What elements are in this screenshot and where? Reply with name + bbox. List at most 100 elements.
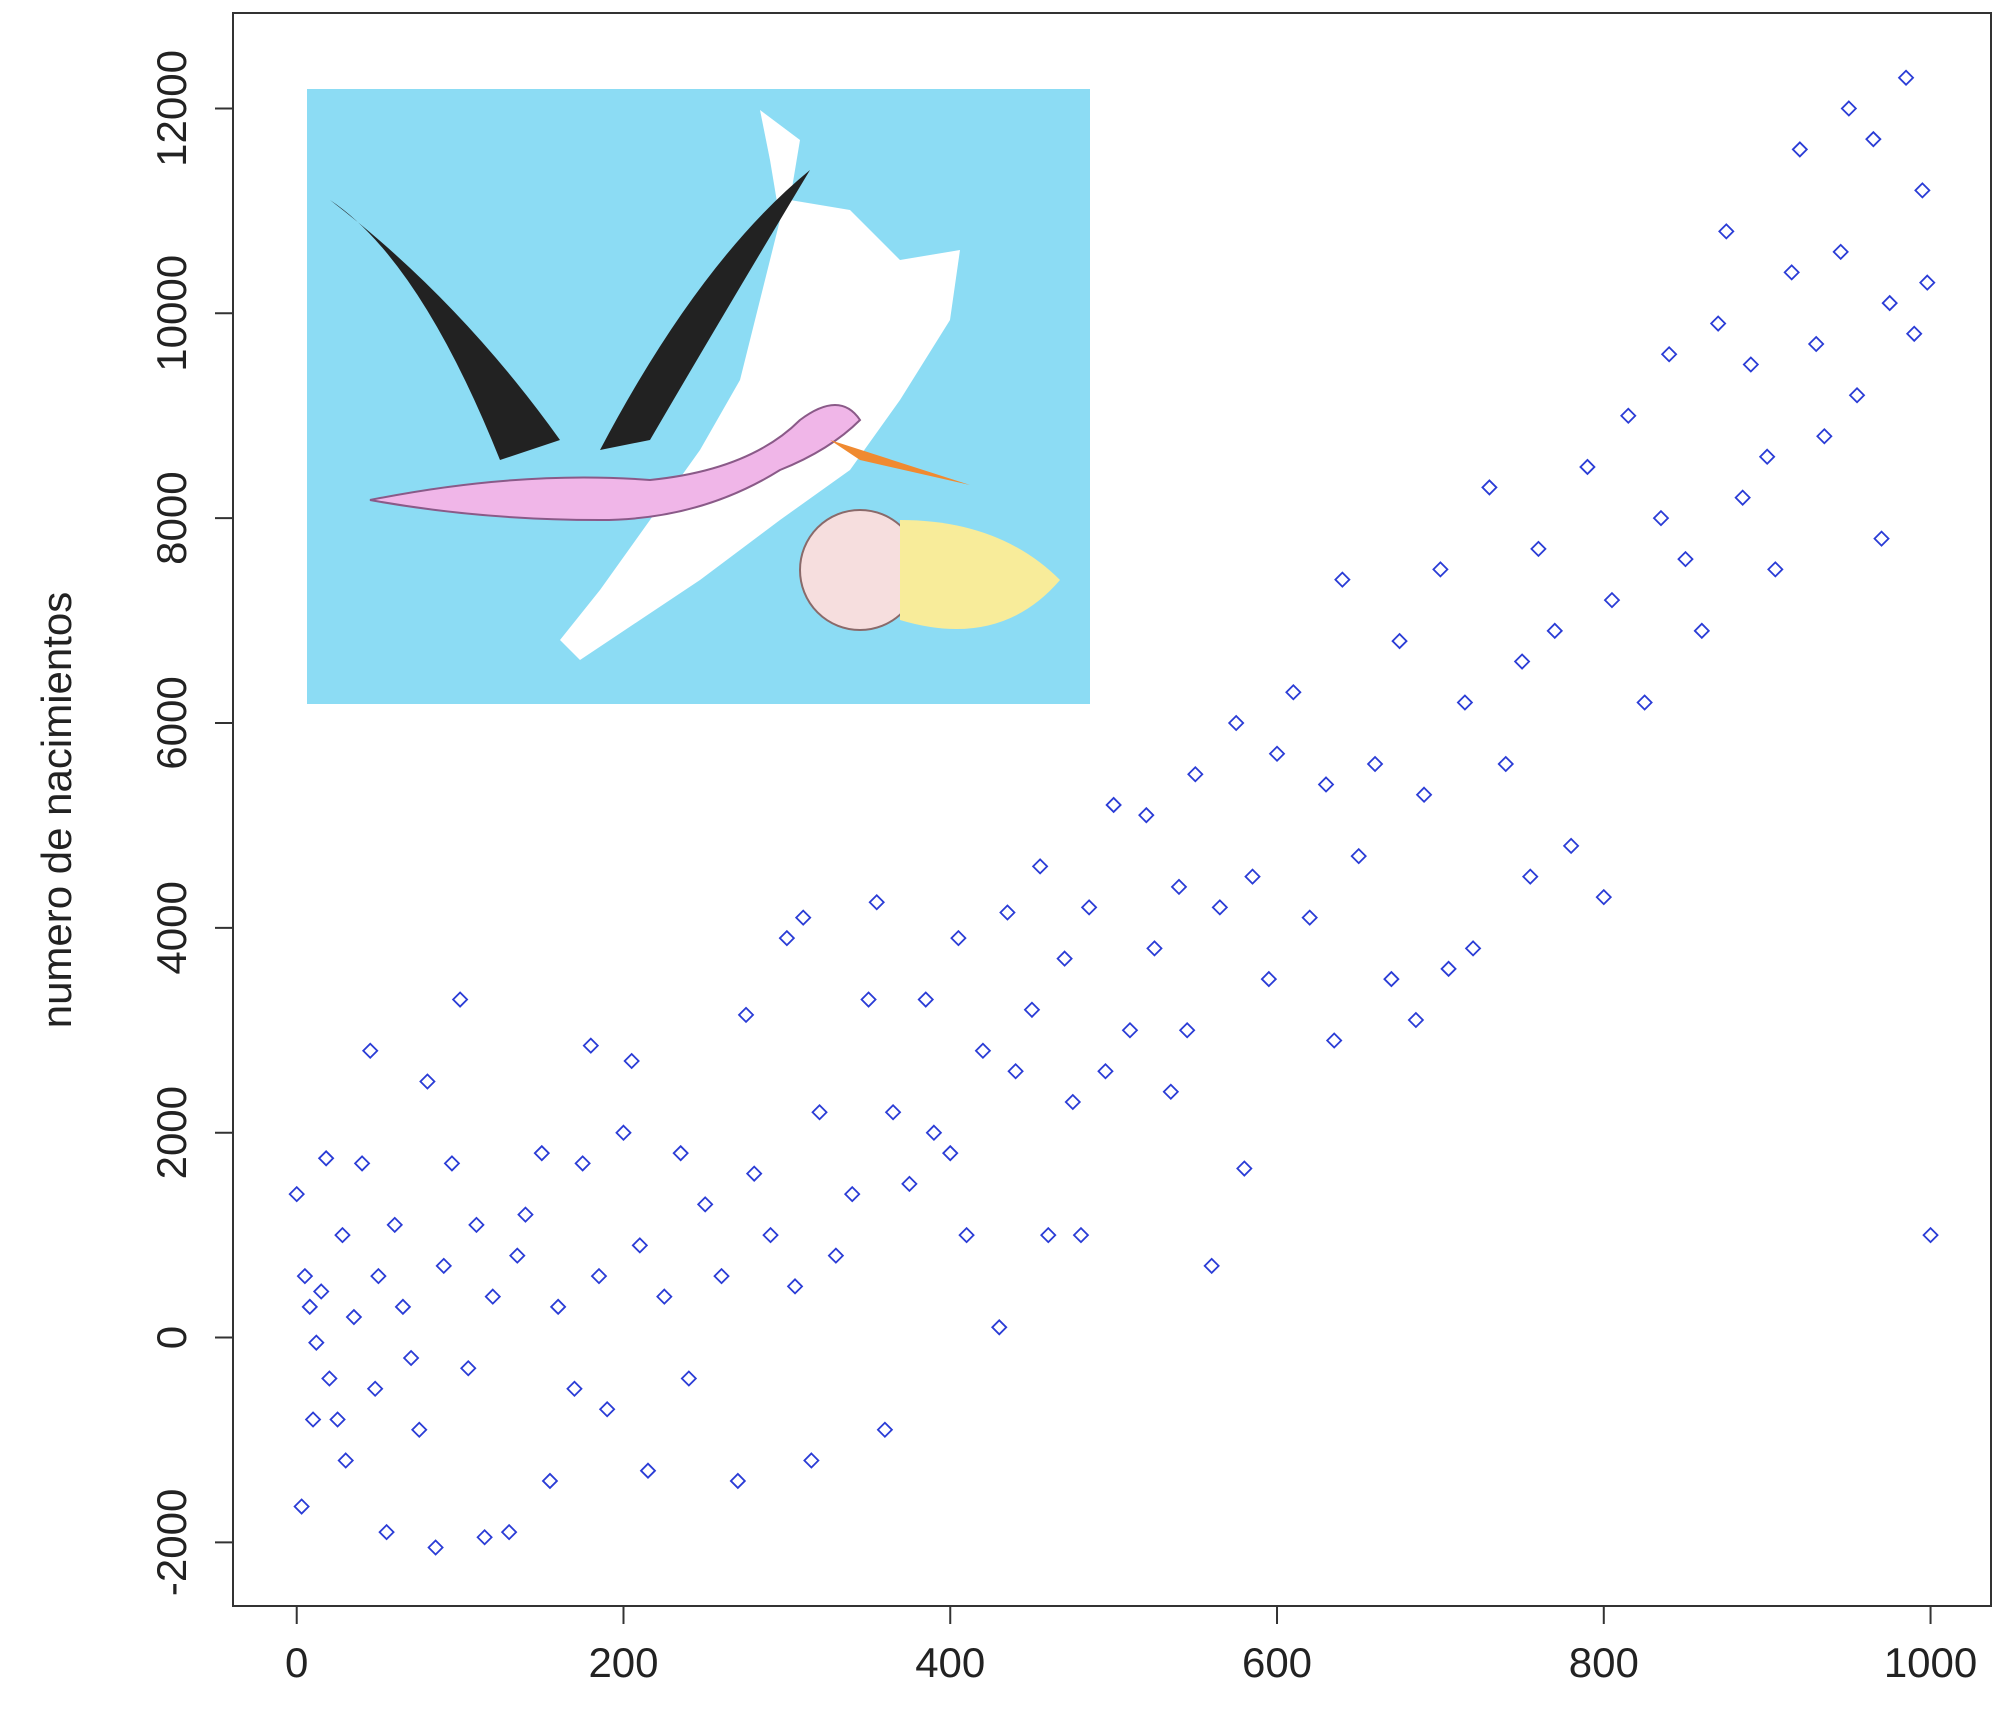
point [616, 1126, 630, 1140]
point [437, 1259, 451, 1273]
point [1098, 1064, 1112, 1078]
point [396, 1300, 410, 1314]
point [1270, 747, 1284, 761]
point [1384, 972, 1398, 986]
point [486, 1290, 500, 1304]
point [1172, 880, 1186, 894]
point [1262, 972, 1276, 986]
point [600, 1402, 614, 1416]
point [1678, 552, 1692, 566]
point [1041, 1228, 1055, 1242]
point [388, 1218, 402, 1232]
point [1393, 634, 1407, 648]
point [567, 1382, 581, 1396]
point [1025, 1003, 1039, 1017]
point [1662, 347, 1676, 361]
point [295, 1500, 309, 1514]
point [1817, 429, 1831, 443]
point [331, 1412, 345, 1426]
point [290, 1187, 304, 1201]
point [1809, 337, 1823, 351]
x-tick-label: 1000 [1884, 1639, 1977, 1686]
point [674, 1146, 688, 1160]
point [1335, 573, 1349, 587]
point [804, 1453, 818, 1467]
point [335, 1228, 349, 1242]
point [788, 1279, 802, 1293]
point [731, 1474, 745, 1488]
x-tick-label: 0 [285, 1639, 308, 1686]
point [1246, 870, 1260, 884]
point [1605, 593, 1619, 607]
point [1638, 696, 1652, 710]
point [347, 1310, 361, 1324]
point [633, 1238, 647, 1252]
point [1164, 1085, 1178, 1099]
point [1711, 317, 1725, 331]
point [1736, 491, 1750, 505]
point [404, 1351, 418, 1365]
point [796, 911, 810, 925]
point [951, 931, 965, 945]
point [1123, 1023, 1137, 1037]
point [1303, 911, 1317, 925]
point [1580, 460, 1594, 474]
point [1920, 276, 1934, 290]
point [1744, 358, 1758, 372]
y-tick-label: 4000 [148, 881, 195, 974]
point [1107, 798, 1121, 812]
point [886, 1105, 900, 1119]
point [1719, 224, 1733, 238]
point [461, 1361, 475, 1375]
stork-illustration [307, 89, 1090, 704]
y-tick-label: 2000 [148, 1086, 195, 1179]
y-tick-label: 0 [148, 1326, 195, 1349]
point [1482, 480, 1496, 494]
point [298, 1269, 312, 1283]
point [309, 1336, 323, 1350]
chart: numero de nacimientos 02004006008001000-… [0, 0, 1995, 1727]
point [1409, 1013, 1423, 1027]
point [845, 1187, 859, 1201]
point [1785, 265, 1799, 279]
point [1523, 870, 1537, 884]
point [1417, 788, 1431, 802]
point [1082, 900, 1096, 914]
point [469, 1218, 483, 1232]
point [1564, 839, 1578, 853]
point [1442, 962, 1456, 976]
point [1205, 1259, 1219, 1273]
point [592, 1269, 606, 1283]
point [1058, 952, 1072, 966]
point [306, 1412, 320, 1426]
point [1327, 1034, 1341, 1048]
point [502, 1525, 516, 1539]
point [1924, 1228, 1938, 1242]
point [1458, 696, 1472, 710]
x-tick-label: 400 [915, 1639, 985, 1686]
point [453, 993, 467, 1007]
point [322, 1372, 336, 1386]
point [1188, 767, 1202, 781]
point [551, 1300, 565, 1314]
point [543, 1474, 557, 1488]
y-tick-label: 10000 [148, 255, 195, 372]
point [960, 1228, 974, 1242]
point [518, 1208, 532, 1222]
point [1368, 757, 1382, 771]
point [1066, 1095, 1080, 1109]
point [1850, 388, 1864, 402]
point [1899, 71, 1913, 85]
point [698, 1197, 712, 1211]
y-tick-label: 12000 [148, 50, 195, 167]
point [1875, 532, 1889, 546]
point [1466, 941, 1480, 955]
point [510, 1249, 524, 1263]
y-tick-label: -2000 [148, 1489, 195, 1596]
x-tick-label: 800 [1569, 1639, 1639, 1686]
point [1286, 685, 1300, 699]
point [1597, 890, 1611, 904]
point [902, 1177, 916, 1191]
point [371, 1269, 385, 1283]
point [943, 1146, 957, 1160]
